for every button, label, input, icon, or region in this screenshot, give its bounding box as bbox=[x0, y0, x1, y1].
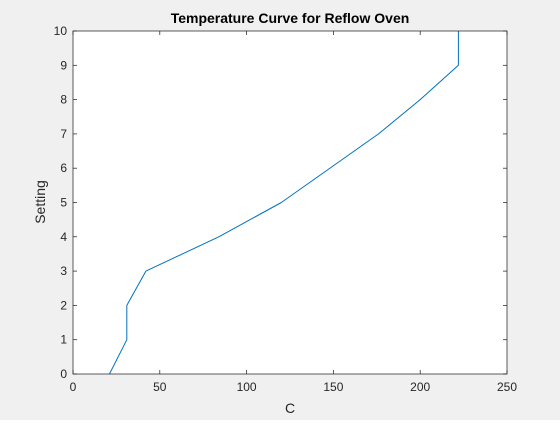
x-tick-label: 150 bbox=[323, 380, 343, 394]
y-tick-label: 2 bbox=[60, 298, 67, 312]
y-tick-label: 9 bbox=[60, 58, 67, 72]
chart-title: Temperature Curve for Reflow Oven bbox=[171, 10, 410, 26]
y-axis-label: Setting bbox=[32, 180, 48, 224]
y-tick-label: 1 bbox=[60, 333, 67, 347]
y-tick-label: 0 bbox=[60, 367, 67, 381]
y-tick-label: 5 bbox=[60, 196, 67, 210]
y-tick-label: 6 bbox=[60, 161, 67, 175]
x-tick-label: 250 bbox=[497, 380, 517, 394]
plot-area bbox=[73, 31, 507, 374]
x-tick-label: 50 bbox=[153, 380, 167, 394]
y-tick-label: 7 bbox=[60, 127, 67, 141]
x-tick-label: 200 bbox=[410, 380, 430, 394]
x-tick-label: 100 bbox=[237, 380, 257, 394]
y-tick-label: 8 bbox=[60, 93, 67, 107]
y-tick-label: 10 bbox=[54, 24, 68, 38]
y-tick-label: 3 bbox=[60, 264, 67, 278]
y-tick-label: 4 bbox=[60, 230, 67, 244]
x-tick-label: 0 bbox=[70, 380, 77, 394]
x-axis-label: C bbox=[285, 400, 295, 416]
